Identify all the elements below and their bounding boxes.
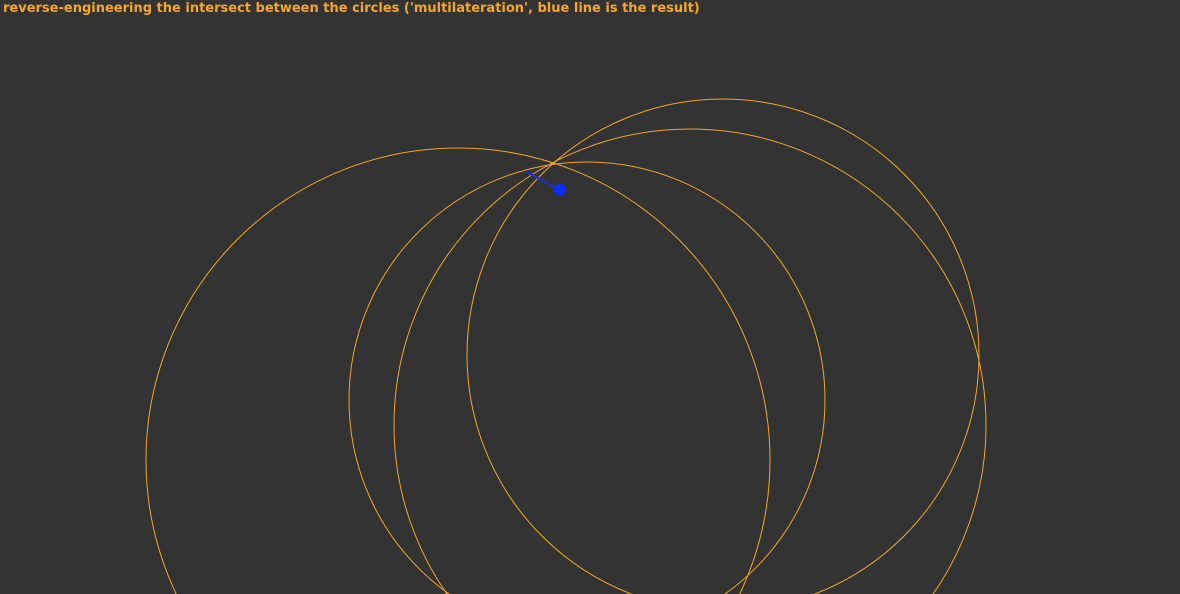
circle-d	[467, 99, 979, 594]
circle-a	[146, 148, 770, 594]
circle-b	[349, 162, 825, 594]
circle-c	[394, 129, 986, 594]
result-point	[554, 184, 566, 196]
